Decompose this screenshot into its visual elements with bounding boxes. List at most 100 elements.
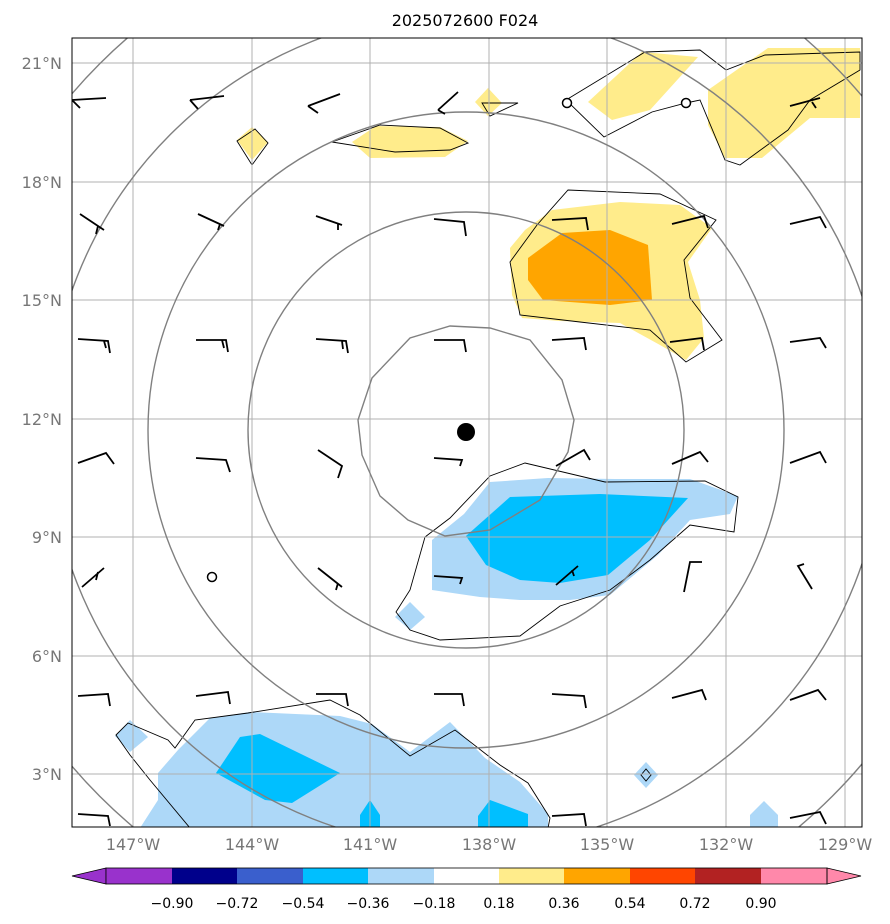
shaded-anomaly-regions [115, 48, 860, 827]
colorbar-extend-high [826, 867, 862, 885]
colorbar-tick-label: −0.18 [413, 896, 456, 912]
lat-label: 15°N [22, 291, 62, 310]
colorbar-tick-label: −0.54 [282, 896, 325, 912]
colorbar-segment [434, 868, 499, 884]
positive-anomaly-light [352, 126, 468, 158]
lon-label: 135°W [580, 835, 635, 854]
lon-label: 129°W [818, 835, 873, 854]
negative-anomaly-strong [466, 494, 688, 583]
wind-barb [434, 693, 465, 707]
wind-barb [434, 339, 467, 353]
lon-label: 138°W [462, 835, 517, 854]
wind-barb [307, 93, 341, 114]
lat-label: 18°N [22, 173, 62, 192]
colorbar: −0.90 −0.72 −0.54 −0.36 −0.18 0.18 0.36 … [71, 867, 862, 912]
lat-label: 6°N [32, 647, 62, 666]
wind-barb [77, 338, 111, 354]
colorbar-segment [237, 868, 303, 884]
wind-barb [196, 339, 229, 353]
wind-barb [72, 97, 107, 109]
wind-barb [433, 457, 464, 467]
colorbar-segment [695, 868, 761, 884]
lat-label: 3°N [32, 765, 62, 784]
wind-barb [77, 451, 115, 465]
wind-barb [433, 218, 467, 237]
wind-barb [669, 336, 705, 351]
wind-barb [789, 337, 827, 349]
wind-barb [789, 97, 821, 109]
colorbar-extend-low [71, 867, 107, 885]
wind-barbs [72, 91, 827, 827]
wind-barb [796, 563, 813, 590]
colorbar-segment [499, 868, 564, 884]
wind-barb [77, 693, 111, 707]
wind-barb [789, 215, 827, 229]
colorbar-segment [761, 868, 827, 884]
wind-barb [315, 215, 343, 230]
colorbar-segment [630, 868, 695, 884]
wind-barb [433, 575, 464, 585]
negative-anomaly-light [750, 801, 778, 827]
lat-lon-grid [72, 38, 862, 827]
wind-barb [317, 449, 344, 479]
figure-title: 2025072600 F024 [392, 11, 539, 30]
lon-label: 141°W [343, 835, 398, 854]
lat-label: 21°N [22, 54, 62, 73]
positive-anomaly-strong [528, 230, 652, 305]
wind-barb [316, 693, 349, 707]
calm-wind-markers [206, 97, 692, 583]
lon-label: 132°W [699, 835, 754, 854]
positive-anomaly-light [588, 52, 698, 120]
colorbar-segment [172, 868, 237, 884]
colorbar-tick-label: −0.36 [347, 896, 390, 912]
colorbar-segment [368, 868, 434, 884]
negative-anomaly-light [634, 762, 658, 788]
wind-barb [81, 567, 105, 588]
wind-barb [671, 450, 709, 465]
colorbar-tick-label: −0.90 [151, 896, 194, 912]
wind-barb [555, 565, 579, 586]
wind-barb [555, 448, 591, 467]
colorbar-tick-label: 0.72 [679, 896, 710, 912]
colorbar-segment [303, 868, 368, 884]
colorbar-segment [106, 868, 172, 884]
colorbar-tick-label: 0.18 [483, 896, 514, 912]
wind-barb [317, 567, 343, 591]
negative-anomaly-strong [478, 800, 528, 827]
wind-barb [671, 688, 707, 701]
wind-barb [437, 91, 459, 115]
colorbar-segment [564, 868, 630, 884]
wind-barb [671, 214, 709, 229]
wind-barb [683, 561, 702, 593]
wind-barb [79, 213, 105, 235]
longitude-labels: 147°W 144°W 141°W 138°W 135°W 132°W 129°… [106, 835, 873, 854]
lon-label: 147°W [106, 835, 161, 854]
wind-barb [551, 693, 587, 709]
latitude-labels: 21°N 18°N 15°N 12°N 9°N 6°N 3°N [22, 54, 62, 784]
wind-barb [77, 813, 111, 827]
negative-anomaly-light [395, 602, 425, 630]
wind-barb [789, 450, 827, 464]
map-frame [71, 37, 863, 828]
wind-barb [189, 95, 225, 110]
wind-barb [195, 457, 231, 473]
lat-label: 9°N [32, 528, 62, 547]
positive-anomaly-light [708, 48, 860, 158]
wind-barb [195, 690, 231, 705]
storm-center-marker [457, 423, 475, 441]
wind-barb [789, 688, 827, 701]
wind-barb [551, 337, 587, 351]
colorbar-tick-label: 0.54 [614, 896, 645, 912]
wind-barb [789, 810, 827, 825]
wind-barb [315, 338, 349, 354]
wind-barb [551, 813, 587, 827]
wind-barb [551, 217, 589, 231]
wind-barb [197, 213, 225, 231]
contour-lines [115, 49, 861, 827]
lat-label: 12°N [22, 410, 62, 429]
colorbar-tick-label: −0.72 [216, 896, 259, 912]
colorbar-tick-label: 0.90 [745, 896, 776, 912]
